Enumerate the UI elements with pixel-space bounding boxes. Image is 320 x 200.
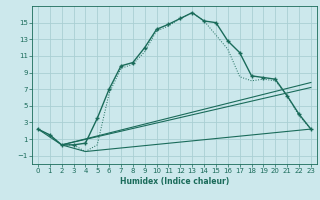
X-axis label: Humidex (Indice chaleur): Humidex (Indice chaleur) (120, 177, 229, 186)
